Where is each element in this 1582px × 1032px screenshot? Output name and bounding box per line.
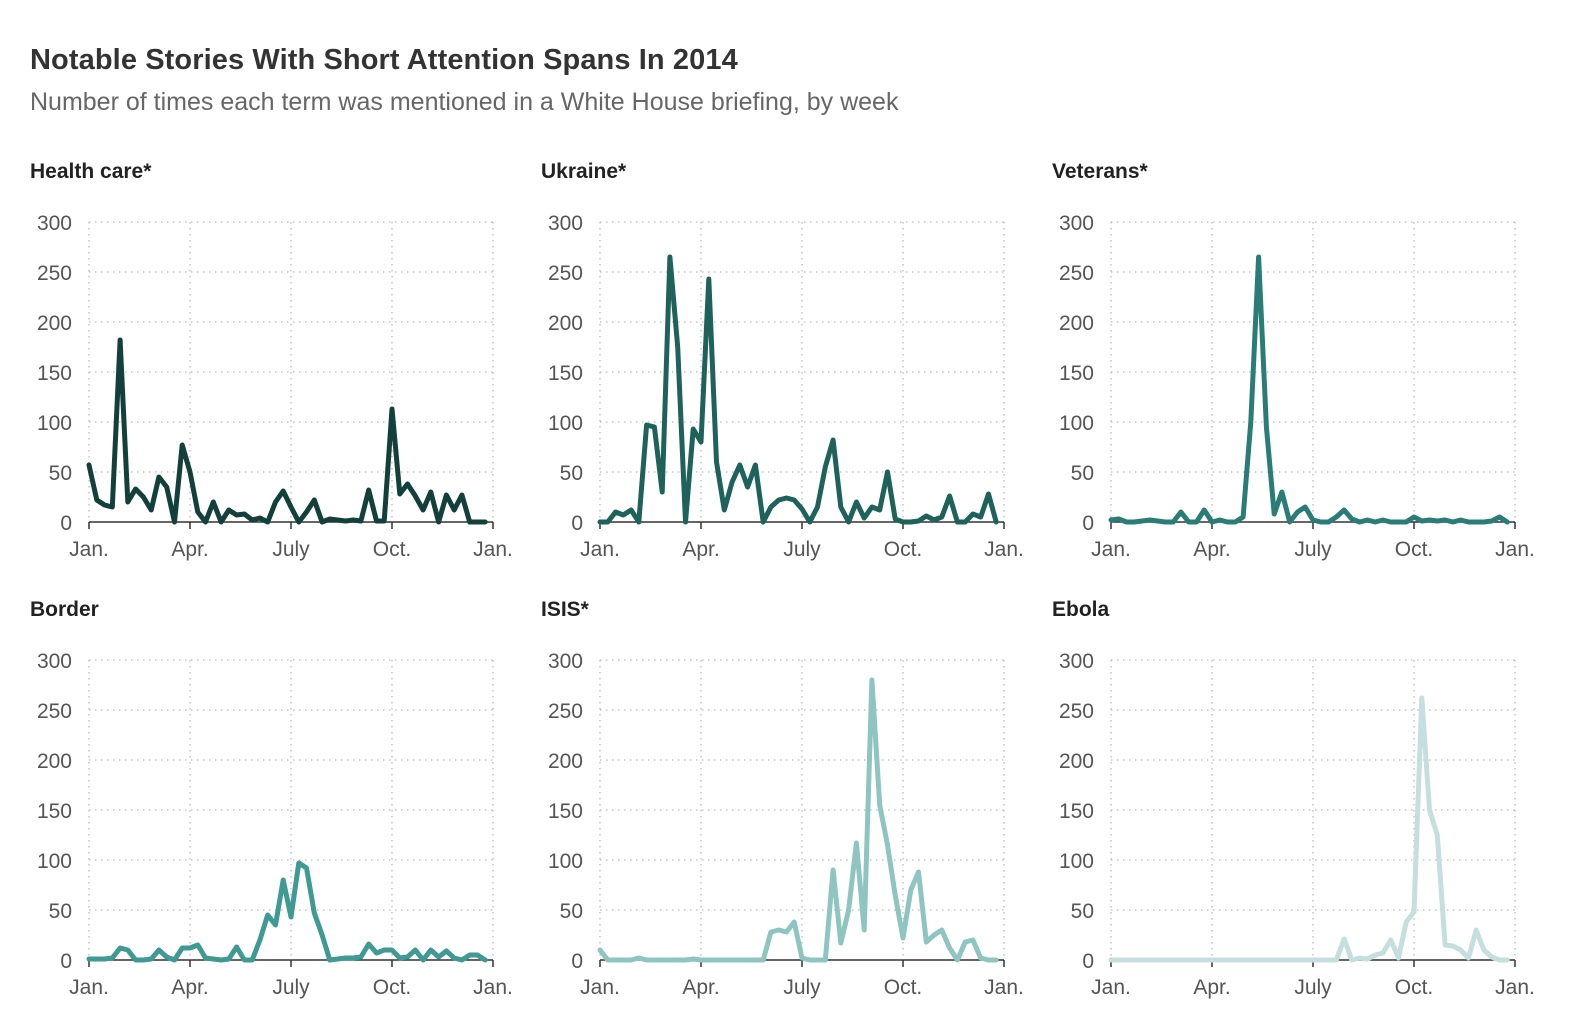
y-tick-label: 0 [571, 512, 583, 535]
y-tick-label: 300 [1059, 212, 1094, 235]
x-tick-label: Oct. [884, 976, 923, 999]
x-tick-label: Apr. [171, 976, 208, 999]
panel-title-ebola: Ebola [1052, 598, 1110, 621]
y-tick-label: 100 [1059, 850, 1094, 873]
panel-border: 0 50 100 150 200 250 300 Jan. Apr. July Oct. Jan. [37, 650, 513, 999]
x-tick-label: Apr. [171, 538, 208, 561]
y-tick-label: 200 [1059, 312, 1094, 335]
x-tick-label: July [272, 538, 310, 561]
y-tick-label: 250 [1059, 262, 1094, 285]
x-tick-label: July [1294, 538, 1332, 561]
y-tick-label: 250 [548, 700, 583, 723]
x-tick-label: Jan. [1091, 538, 1131, 561]
panel-title-border: Border [30, 598, 99, 621]
panel-veterans: 0 50 100 150 200 250 300 Jan. Apr. July Oct. Jan. [1059, 212, 1535, 561]
y-tick-label: 300 [37, 212, 72, 235]
panel-title-health-care: Health care* [30, 160, 152, 183]
panel-ebola: 0 50 100 150 200 250 300 Jan. Apr. July Oct. Jan. [1059, 650, 1535, 999]
y-tick-label: 50 [49, 900, 72, 923]
x-tick-label: Jan. [984, 538, 1024, 561]
panel-title-ukraine: Ukraine* [541, 160, 627, 183]
y-tick-label: 100 [548, 850, 583, 873]
y-tick-label: 300 [37, 650, 72, 673]
x-tick-label: Jan. [1495, 976, 1535, 999]
x-tick-label: Oct. [1395, 976, 1434, 999]
y-tick-label: 250 [37, 262, 72, 285]
chart-title: Notable Stories With Short Attention Spa… [30, 44, 738, 76]
y-tick-label: 150 [548, 362, 583, 385]
y-tick-label: 200 [37, 750, 72, 773]
x-tick-label: Jan. [1495, 538, 1535, 561]
y-tick-label: 150 [1059, 800, 1094, 823]
x-tick-label: Apr. [682, 538, 719, 561]
x-tick-label: July [272, 976, 310, 999]
x-tick-label: Apr. [1193, 538, 1230, 561]
x-tick-label: Jan. [473, 976, 513, 999]
y-tick-label: 300 [1059, 650, 1094, 673]
y-tick-label: 0 [60, 512, 72, 535]
y-tick-label: 200 [37, 312, 72, 335]
panel-ukraine: 0 50 100 150 200 250 300 Jan. Apr. July Oct. Jan. [548, 212, 1024, 561]
series-line-isis [597, 677, 999, 963]
y-tick-label: 150 [1059, 362, 1094, 385]
x-tick-label: Jan. [984, 976, 1024, 999]
panel-isis: 0 50 100 150 200 250 300 Jan. Apr. July Oct. Jan. [548, 650, 1024, 999]
y-tick-label: 150 [37, 800, 72, 823]
x-tick-label: Jan. [1091, 976, 1131, 999]
y-tick-label: 50 [1071, 462, 1094, 485]
y-tick-label: 100 [1059, 412, 1094, 435]
series-line-veterans [1108, 254, 1510, 525]
series-line-border [86, 860, 488, 963]
y-tick-label: 100 [37, 412, 72, 435]
x-tick-label: Jan. [580, 538, 620, 561]
y-tick-label: 0 [571, 950, 583, 973]
x-tick-label: Jan. [69, 538, 109, 561]
y-tick-label: 200 [548, 750, 583, 773]
x-tick-label: Oct. [373, 976, 412, 999]
y-tick-label: 0 [60, 950, 72, 973]
x-tick-label: July [783, 976, 821, 999]
y-tick-label: 0 [1082, 950, 1094, 973]
y-tick-label: 50 [560, 900, 583, 923]
x-tick-label: Jan. [580, 976, 620, 999]
x-tick-label: Jan. [69, 976, 109, 999]
y-tick-label: 100 [37, 850, 72, 873]
x-tick-label: Apr. [1193, 976, 1230, 999]
x-tick-label: Apr. [682, 976, 719, 999]
y-tick-label: 250 [37, 700, 72, 723]
y-tick-label: 250 [548, 262, 583, 285]
y-tick-label: 250 [1059, 700, 1094, 723]
y-tick-label: 300 [548, 650, 583, 673]
panel-health-care: 0 50 100 150 200 250 300 Jan. Apr. July Oct. Jan. [37, 212, 513, 561]
x-tick-label: Oct. [884, 538, 923, 561]
y-tick-label: 200 [1059, 750, 1094, 773]
y-tick-label: 0 [1082, 512, 1094, 535]
x-tick-label: Oct. [373, 538, 412, 561]
series-line-ebola [1108, 695, 1510, 963]
chart-subtitle: Number of times each term was mentioned … [30, 88, 899, 116]
series-line-health-care [86, 337, 488, 525]
y-tick-label: 50 [1071, 900, 1094, 923]
y-tick-label: 50 [49, 462, 72, 485]
series-line-ukraine [597, 254, 999, 525]
y-tick-label: 200 [548, 312, 583, 335]
y-tick-label: 50 [560, 462, 583, 485]
panel-title-veterans: Veterans* [1052, 160, 1148, 183]
panel-title-isis: ISIS* [541, 598, 589, 621]
x-tick-label: July [783, 538, 821, 561]
x-tick-label: July [1294, 976, 1332, 999]
x-tick-label: Oct. [1395, 538, 1434, 561]
y-tick-label: 150 [37, 362, 72, 385]
y-tick-label: 300 [548, 212, 583, 235]
y-tick-label: 100 [548, 412, 583, 435]
y-tick-label: 150 [548, 800, 583, 823]
x-tick-label: Jan. [473, 538, 513, 561]
